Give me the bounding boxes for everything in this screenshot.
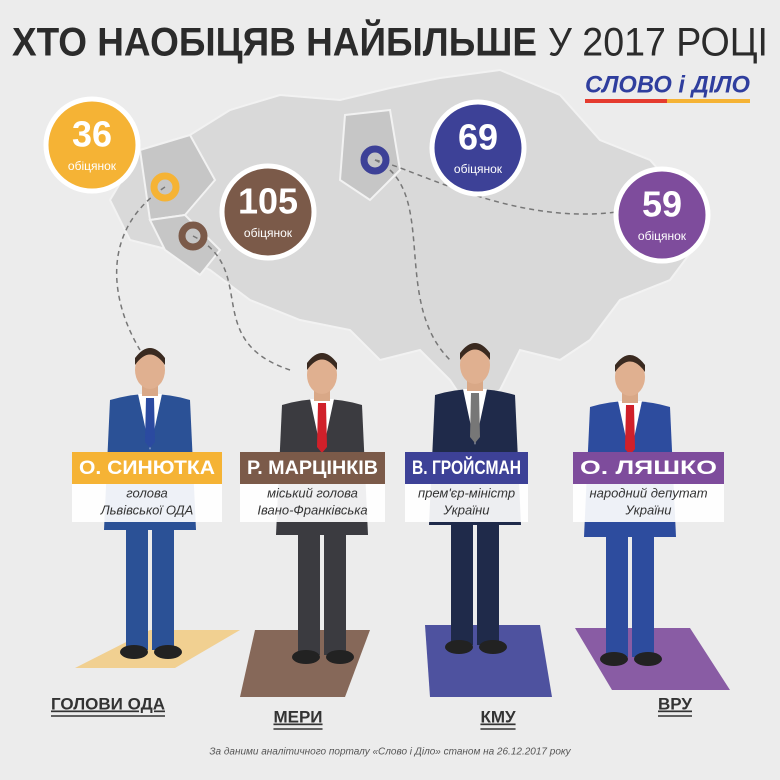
name: О. ЛЯШКО	[580, 458, 717, 479]
shoe	[292, 650, 320, 664]
category: ВРУ	[658, 694, 692, 713]
role: України	[442, 502, 489, 517]
name: В. ГРОЙСМАН	[412, 457, 521, 479]
count: 105	[238, 181, 298, 222]
map-region	[338, 108, 402, 202]
tie	[145, 398, 155, 448]
map-marker	[360, 145, 390, 175]
count-bubble	[429, 99, 527, 197]
map	[108, 68, 702, 412]
category: КМУ	[480, 707, 516, 726]
title: ХТО НАОБІЦЯВ НАЙБІЛЬШЕ	[12, 19, 537, 65]
category: ГОЛОВИ ОДА	[51, 694, 165, 713]
shoe	[120, 645, 148, 659]
connector	[115, 186, 166, 351]
tie	[317, 403, 327, 453]
count: 36	[72, 114, 112, 155]
category: МЕРИ	[273, 707, 322, 726]
shoe	[479, 640, 507, 654]
shoe	[445, 640, 473, 654]
shoe	[154, 645, 182, 659]
hair	[307, 353, 337, 370]
role: Івано-Франківська	[257, 502, 367, 517]
tie	[470, 393, 480, 443]
hair	[135, 348, 165, 365]
head	[135, 351, 165, 389]
leg	[606, 517, 628, 657]
count-unit: обіцянок	[68, 159, 117, 173]
count-unit: обіцянок	[638, 229, 687, 243]
name-box	[573, 452, 724, 484]
shoe	[634, 652, 662, 666]
shoe	[600, 652, 628, 666]
leg	[477, 505, 499, 645]
role: голова	[126, 485, 168, 500]
role: України	[624, 502, 671, 517]
head	[307, 356, 337, 394]
name-box	[405, 452, 528, 484]
leg	[324, 515, 346, 655]
hair	[615, 355, 645, 372]
role-box	[573, 484, 724, 522]
role: народний депутат	[589, 485, 707, 500]
count-bubble	[43, 96, 141, 194]
logo-stripe	[667, 99, 750, 103]
connector	[374, 159, 451, 361]
logo: СЛОВО і ДІЛО	[585, 71, 750, 98]
head	[460, 346, 490, 384]
leg	[298, 515, 320, 655]
map-marker	[150, 172, 180, 202]
role: міський голова	[267, 485, 358, 500]
footnote: За даними аналітичного порталу «Слово і …	[209, 747, 571, 758]
name-box	[72, 452, 222, 484]
hair	[460, 343, 490, 360]
role-box	[405, 484, 528, 522]
leg	[126, 510, 148, 650]
leg	[632, 517, 654, 657]
name: О. СИНЮТКА	[79, 458, 215, 479]
leg	[451, 505, 473, 645]
connector	[192, 235, 291, 371]
name: Р. МАРЦІНКІВ	[247, 458, 378, 479]
role: Львівської ОДА	[100, 502, 194, 517]
count-unit: обіцянок	[244, 226, 293, 240]
shoe	[326, 650, 354, 664]
tie	[625, 405, 635, 455]
map-marker	[178, 221, 208, 251]
count: 59	[642, 184, 682, 225]
count-bubble	[613, 166, 711, 264]
leg	[152, 510, 174, 650]
title-year: У 2017 РОЦІ	[548, 21, 768, 65]
role-box	[240, 484, 385, 522]
count-bubble	[219, 163, 317, 261]
count: 69	[458, 117, 498, 158]
name-box	[240, 452, 385, 484]
head	[615, 358, 645, 396]
role: прем'єр-міністр	[418, 485, 515, 500]
count-unit: обіцянок	[454, 162, 503, 176]
logo-stripe	[585, 99, 667, 103]
role-box	[72, 484, 222, 522]
